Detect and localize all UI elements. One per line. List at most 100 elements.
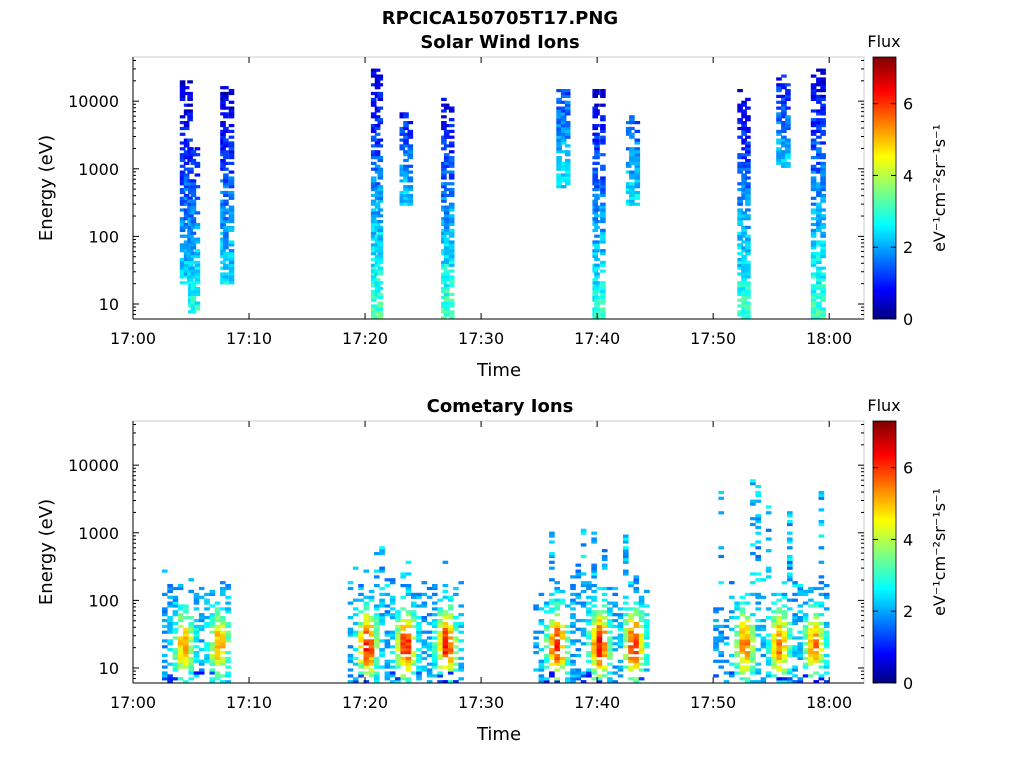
heatmap-cell — [623, 633, 629, 637]
heatmap-cell — [220, 645, 226, 649]
heatmap-cell — [797, 592, 804, 596]
heatmap-cell — [179, 234, 186, 238]
heatmap-cell — [370, 161, 377, 165]
heatmap-cell — [194, 196, 201, 200]
heatmap-cell — [820, 310, 826, 314]
heatmap-cell — [407, 188, 414, 192]
heatmap-cell — [745, 243, 751, 247]
heatmap-cell — [556, 161, 562, 165]
heatmap-cell — [400, 642, 406, 646]
heatmap-cell — [432, 592, 438, 596]
heatmap-cell — [370, 156, 377, 160]
heatmap-cell — [760, 578, 767, 582]
heatmap-cell — [601, 598, 608, 602]
heatmap-cells — [162, 479, 830, 684]
heatmap-cell — [810, 176, 817, 180]
heatmap-cell — [549, 601, 555, 605]
heatmap-cell — [167, 648, 173, 652]
heatmap-cell — [395, 610, 401, 614]
heatmap-cell — [594, 89, 600, 93]
heatmap-cell — [370, 269, 377, 273]
heatmap-cell — [623, 645, 629, 649]
heatmap-cell — [601, 566, 608, 570]
heatmap-cell — [437, 624, 443, 628]
heatmap-cell — [403, 170, 409, 174]
heatmap-cell — [183, 257, 190, 262]
heatmap-cell — [570, 662, 576, 666]
heatmap-cell — [426, 642, 433, 646]
heatmap-cell — [223, 86, 229, 90]
heatmap-cell — [190, 182, 197, 186]
heatmap-cell — [223, 112, 229, 116]
heatmap-cell — [389, 595, 396, 599]
heatmap-cell — [600, 164, 606, 168]
heatmap-cell — [442, 613, 449, 617]
heatmap-cell — [787, 630, 793, 634]
heatmap-cell — [187, 109, 193, 113]
heatmap-cell — [407, 150, 414, 154]
heatmap-cell — [374, 627, 380, 631]
heatmap-cell — [410, 610, 417, 614]
heatmap-cell — [570, 659, 576, 663]
heatmap-cell — [403, 144, 409, 148]
heatmap-cell — [755, 680, 761, 684]
heatmap-cell — [416, 674, 422, 678]
heatmap-cell — [220, 86, 226, 90]
heatmap-cell — [403, 158, 409, 163]
heatmap-cell — [447, 627, 454, 631]
heatmap-cell — [737, 106, 743, 110]
heatmap-cell — [228, 115, 235, 119]
heatmap-cell — [352, 566, 359, 570]
heatmap-cell — [565, 659, 571, 663]
heatmap-cell — [389, 636, 396, 640]
heatmap-cell — [594, 263, 600, 267]
heatmap-cell — [820, 266, 826, 270]
heatmap-cell — [741, 217, 747, 221]
heatmap-cell — [214, 677, 221, 681]
heatmap-cell — [556, 179, 562, 183]
heatmap-cell — [405, 586, 412, 591]
heatmap-cell — [209, 677, 216, 681]
heatmap-cell — [442, 639, 449, 643]
heatmap-cell — [384, 659, 391, 663]
heatmap-cell — [447, 668, 454, 672]
heatmap-cell — [745, 182, 751, 186]
heatmap-cell — [379, 639, 385, 643]
heatmap-cell — [745, 269, 751, 273]
heatmap-cell — [823, 642, 830, 646]
heatmap-cell — [193, 627, 200, 631]
heatmap-cell — [586, 630, 592, 634]
heatmap-cell — [810, 272, 817, 276]
heatmap-cell — [347, 668, 354, 672]
heatmap-cell — [781, 680, 788, 684]
heatmap-cell — [810, 141, 817, 145]
heatmap-cell — [564, 132, 571, 136]
heatmap-cell — [808, 648, 814, 652]
heatmap-cell — [220, 633, 226, 637]
heatmap-cell — [816, 150, 822, 154]
heatmap-cell — [739, 624, 746, 628]
heatmap-cell — [400, 656, 406, 660]
heatmap-cell — [741, 164, 747, 168]
heatmap-cell — [820, 106, 826, 110]
heatmap-cell — [220, 106, 226, 110]
heatmap-cell — [377, 91, 384, 96]
heatmap-cell — [187, 80, 193, 84]
heatmap-cell — [193, 674, 200, 678]
heatmap-cell — [363, 653, 370, 658]
heatmap-cell — [713, 636, 719, 640]
heatmap-cell — [820, 156, 826, 160]
heatmap-cell — [810, 307, 817, 311]
heatmap-cell — [377, 170, 384, 174]
heatmap-cell — [220, 642, 226, 646]
heatmap-cell — [188, 257, 194, 262]
heatmap-cell — [644, 636, 650, 640]
heatmap-cell — [741, 167, 747, 171]
heatmap-cell — [223, 252, 229, 256]
heatmap-cell — [781, 115, 787, 119]
heatmap-cell — [741, 211, 747, 215]
heatmap-cell — [737, 211, 743, 215]
heatmap-cell — [802, 662, 809, 666]
heatmap-cell — [570, 613, 576, 617]
heatmap-cell — [400, 677, 406, 681]
